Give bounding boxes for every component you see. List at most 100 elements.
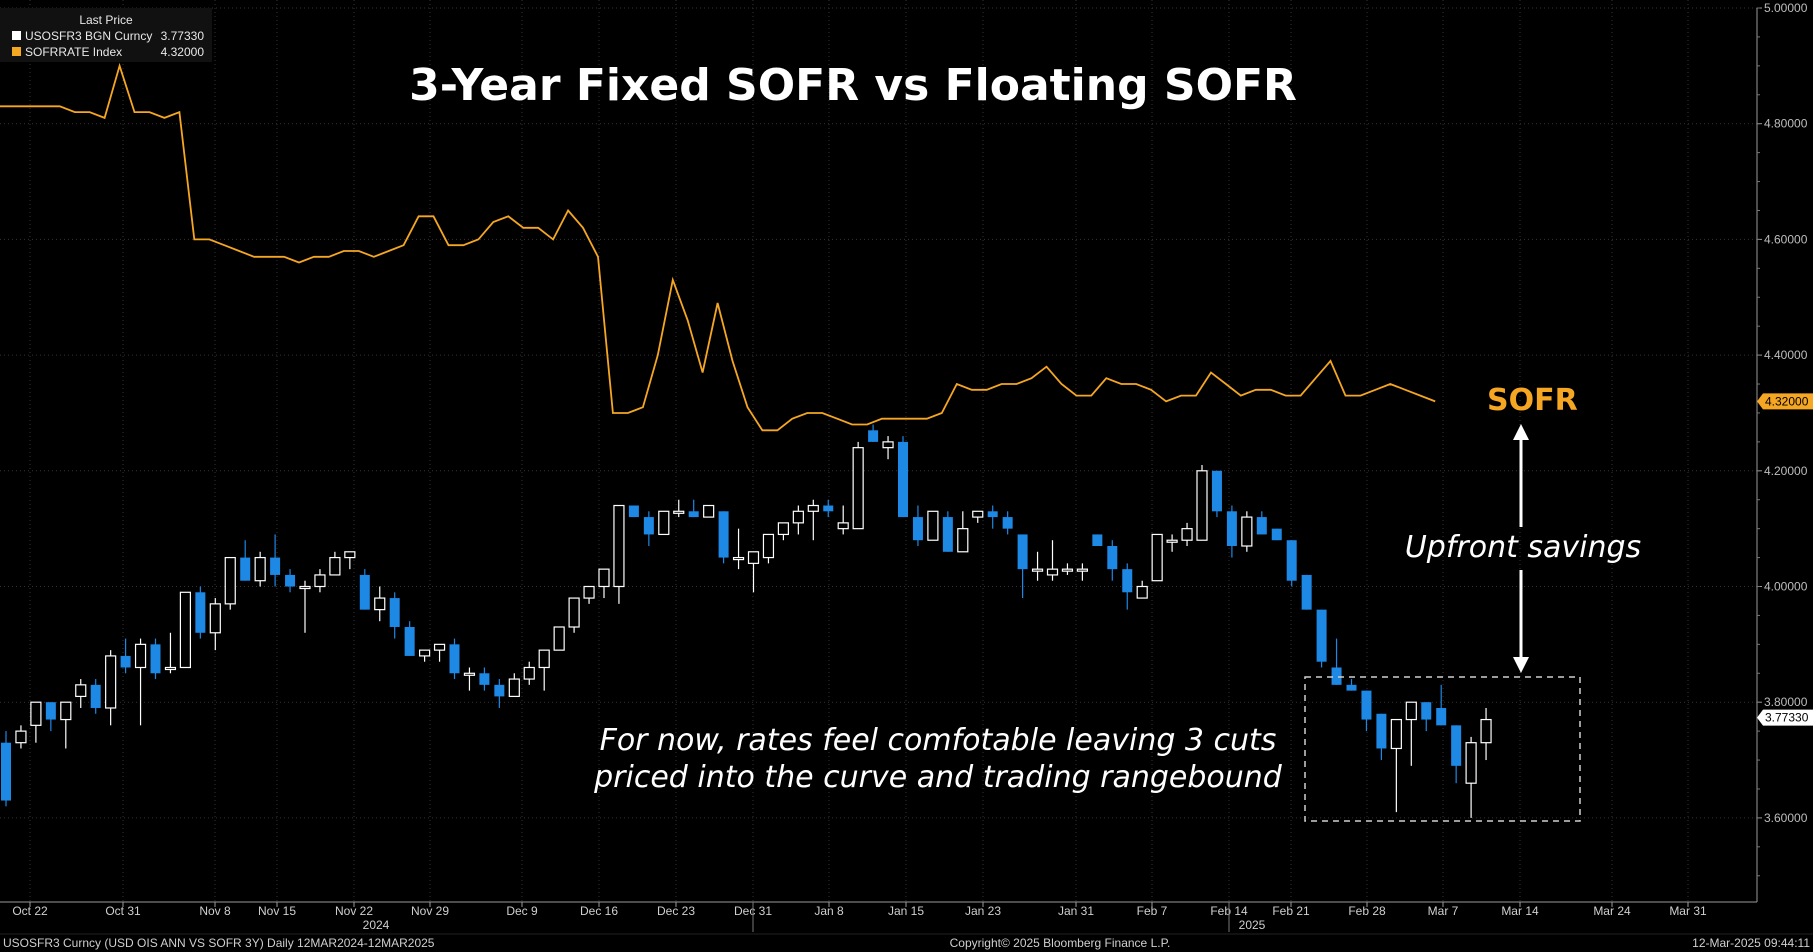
candle (1181, 522, 1193, 547)
candle (613, 504, 625, 604)
upfront-savings-label: Upfront savings (1405, 530, 1641, 565)
candle (538, 649, 550, 691)
candle-body-down (285, 574, 296, 587)
candle-body-down (404, 626, 415, 656)
legend-box (0, 8, 212, 62)
candle-body-down (1092, 534, 1103, 547)
candle (419, 649, 431, 662)
candle-body-up (508, 678, 520, 698)
candle-body-down (1226, 511, 1237, 547)
candle-body-up (852, 447, 864, 530)
candle-body-up (703, 504, 715, 518)
candle (120, 638, 131, 674)
note-line-1: For now, rates feel comfotable leaving 3… (600, 723, 1277, 758)
sofr-label: SOFR (1487, 383, 1578, 418)
legend-value-usosfr3: 3.77330 (161, 29, 205, 43)
candle-body-up (314, 574, 326, 588)
candle (957, 511, 969, 553)
y-tick-label: 5.00000 (1764, 1, 1808, 15)
candle (598, 568, 610, 599)
legend-swatch-sofrrate (12, 47, 21, 56)
candle-body-up (882, 441, 894, 449)
candle-body-down (195, 592, 206, 633)
candle (1107, 540, 1118, 581)
candle (179, 591, 191, 669)
y-tick-label: 4.60000 (1764, 232, 1808, 246)
candle-body-up (75, 684, 87, 698)
candle (164, 632, 177, 674)
candle-body-down (1331, 667, 1342, 685)
candle (1256, 511, 1267, 535)
legend-swatch-usosfr3 (12, 31, 21, 40)
candle-body-down (1316, 609, 1327, 662)
candle (285, 569, 296, 593)
candle-body-down (120, 655, 131, 668)
candle-body-up (15, 730, 27, 744)
candle-body-up (60, 701, 72, 721)
candle-body-down (359, 574, 370, 610)
candle-body-down (270, 557, 281, 575)
candle-body-down (1436, 707, 1447, 726)
candle (1076, 563, 1089, 581)
x-year-label: 2025 (1239, 918, 1266, 932)
footer-copyright: Copyright© 2025 Bloomberg Finance L.P. (950, 936, 1171, 950)
candle (703, 504, 715, 518)
candle (972, 510, 984, 523)
candle (508, 673, 520, 698)
candle-body-up (419, 649, 431, 657)
candle (1031, 551, 1044, 581)
candle-body-up (1076, 568, 1089, 572)
candle-body-down (240, 557, 251, 581)
candle (927, 510, 939, 541)
candle (105, 650, 117, 726)
candle-body-up (583, 585, 595, 599)
candle-body-up (1151, 533, 1163, 582)
candle (359, 569, 370, 610)
x-tick-label: Nov 15 (258, 904, 296, 918)
candle (433, 643, 446, 662)
candle-body-up (344, 551, 356, 559)
candle (718, 511, 729, 564)
candle-body-down (479, 673, 490, 685)
candle (792, 505, 804, 535)
candle-body-down (494, 684, 505, 697)
candle-body-down (1376, 713, 1387, 749)
candle (1405, 701, 1417, 766)
x-tick-label: Jan 31 (1058, 904, 1094, 918)
y-tick-label: 3.60000 (1764, 811, 1808, 825)
y-tick-label: 4.80000 (1764, 117, 1808, 131)
candle-body-up (254, 556, 266, 582)
candle (45, 702, 56, 732)
candle-body-down (1421, 702, 1432, 720)
candle (583, 585, 595, 604)
candle-body-down (45, 702, 56, 720)
candle (628, 505, 639, 518)
tag-value: 3.77330 (1765, 711, 1809, 725)
candle-body-up (463, 672, 476, 676)
y-tick-label: 4.20000 (1764, 464, 1808, 478)
candle (882, 436, 894, 460)
x-tick-label: Mar 14 (1501, 904, 1539, 918)
candle (1092, 534, 1103, 547)
candle-body-up (523, 666, 535, 680)
candle (134, 638, 147, 726)
candle-body-up (538, 649, 550, 669)
candle (1316, 609, 1327, 668)
candle-body-down (1256, 517, 1267, 535)
candle-body-up (1136, 585, 1148, 599)
candle-body-up (747, 551, 760, 564)
candle (240, 540, 251, 581)
candle (1376, 713, 1387, 761)
candle-body-down (1286, 540, 1297, 581)
y-tick-label: 4.40000 (1764, 348, 1808, 362)
candle (1301, 574, 1312, 610)
candle (1061, 563, 1074, 575)
candle (747, 551, 760, 593)
arrow-down-head-icon (1513, 657, 1529, 673)
candle-body-up (1465, 742, 1477, 784)
tag-value: 4.32000 (1765, 394, 1809, 408)
candle-body-up (30, 701, 42, 726)
candle-body-up (1196, 470, 1208, 541)
candle (987, 505, 998, 529)
candle-body-up (792, 510, 804, 524)
